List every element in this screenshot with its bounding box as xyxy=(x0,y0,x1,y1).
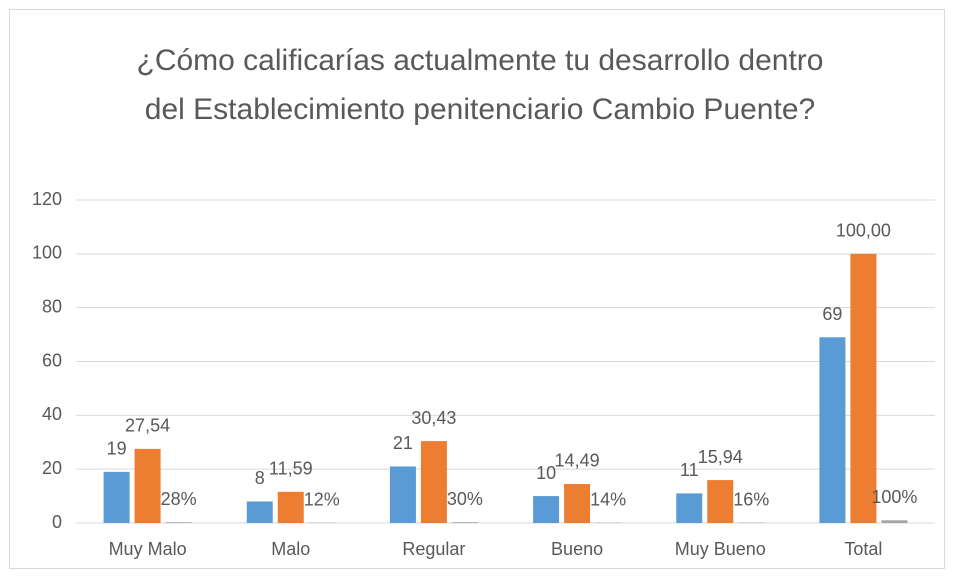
y-tick-label: 60 xyxy=(42,350,62,370)
data-label: 100% xyxy=(871,487,917,507)
y-tick-label: 80 xyxy=(42,296,62,316)
bar xyxy=(819,337,846,523)
bar xyxy=(389,466,416,523)
y-tick-label: 20 xyxy=(42,458,62,478)
bar xyxy=(420,441,447,523)
chart-frame xyxy=(9,9,945,569)
x-tick-label: Muy Malo xyxy=(109,539,187,559)
x-tick-label: Bueno xyxy=(551,539,603,559)
data-label: 11 xyxy=(680,460,699,480)
x-tick-label: Malo xyxy=(271,539,310,559)
data-label: 14,49 xyxy=(555,451,600,471)
bar xyxy=(165,522,192,523)
y-tick-label: 0 xyxy=(52,512,62,532)
chart-title: ¿Cómo calificarías actualmente tu desarr… xyxy=(136,44,824,126)
y-tick-label: 100 xyxy=(32,243,62,263)
bar xyxy=(246,501,273,523)
bar xyxy=(451,522,478,523)
bar xyxy=(103,471,130,523)
bar xyxy=(564,483,591,523)
data-label: 28% xyxy=(161,489,197,509)
data-label: 8 xyxy=(255,468,265,488)
data-label: 30,43 xyxy=(411,408,456,428)
bar xyxy=(533,496,560,523)
bar xyxy=(134,448,161,523)
y-tick-label: 120 xyxy=(32,189,62,209)
bar xyxy=(881,520,908,523)
data-label: 16% xyxy=(733,489,769,509)
data-label: 27,54 xyxy=(125,416,170,436)
bar xyxy=(850,253,877,524)
bar xyxy=(277,491,304,523)
data-label: 11,59 xyxy=(269,459,313,479)
y-tick-label: 40 xyxy=(42,404,62,424)
data-label: 14% xyxy=(590,489,626,509)
bar xyxy=(707,480,734,523)
data-label: 21 xyxy=(393,433,413,453)
x-tick-label: Muy Bueno xyxy=(675,539,766,559)
data-label: 100,00 xyxy=(836,221,891,241)
data-label: 19 xyxy=(107,439,127,459)
data-label: 15,94 xyxy=(698,447,743,467)
x-tick-label: Regular xyxy=(402,539,465,559)
data-label: 10 xyxy=(536,463,556,483)
data-label: 69 xyxy=(822,304,842,324)
bar xyxy=(676,493,703,523)
x-tick-label: Total xyxy=(844,539,882,559)
data-label: 30% xyxy=(447,489,483,509)
data-label: 12% xyxy=(304,489,340,509)
